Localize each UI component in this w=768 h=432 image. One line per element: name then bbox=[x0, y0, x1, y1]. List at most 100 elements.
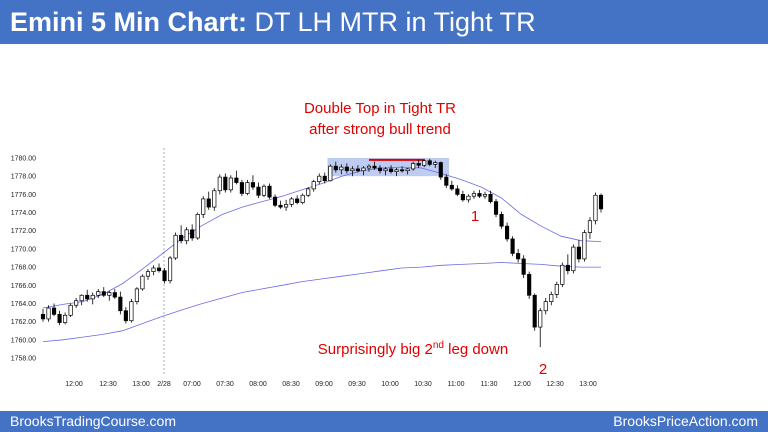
candle bbox=[239, 179, 244, 197]
candle bbox=[549, 291, 554, 306]
x-tick-label: 08:30 bbox=[282, 381, 300, 388]
candle-body-bull bbox=[289, 198, 294, 205]
candle bbox=[162, 268, 167, 284]
candle-body-bull bbox=[134, 288, 139, 302]
candle-body-bear bbox=[179, 234, 184, 242]
title-rest: DT LH MTR in Tight TR bbox=[247, 6, 536, 37]
candle-body-bear bbox=[455, 188, 460, 195]
candle-body-bear bbox=[565, 264, 570, 272]
candle bbox=[405, 168, 410, 175]
candle-body-bull bbox=[74, 300, 79, 306]
candle-body-bull bbox=[411, 163, 416, 170]
candle bbox=[74, 298, 79, 308]
candle-body-bear bbox=[267, 185, 272, 198]
candle bbox=[582, 229, 587, 262]
annotation-second-leg-prefix: Surprisingly big 2 bbox=[318, 341, 433, 358]
candle-body-bull bbox=[582, 232, 587, 260]
candle-body-bull bbox=[168, 257, 173, 282]
candle bbox=[576, 239, 581, 263]
axes-layer: 1758.00 1760.00 1762.00 1764.00 1766.00 1768.… bbox=[11, 148, 597, 388]
candle bbox=[234, 170, 239, 185]
candle bbox=[477, 189, 482, 198]
y-tick-label: 1780.00 bbox=[11, 156, 36, 163]
candle-body-bear bbox=[377, 167, 383, 172]
candle-body-bull bbox=[300, 194, 305, 203]
candle-body-bear bbox=[190, 229, 195, 239]
candle-body-bear bbox=[156, 267, 162, 272]
candle-body-bull bbox=[433, 162, 438, 165]
candle bbox=[388, 165, 394, 174]
candle bbox=[411, 161, 416, 171]
candle-body-bull bbox=[68, 304, 73, 316]
candle-body-bull bbox=[96, 291, 101, 296]
y-tick-label: 1770.00 bbox=[11, 246, 36, 253]
candle bbox=[366, 164, 372, 172]
candle-body-bull bbox=[543, 301, 548, 312]
candle-body-bull bbox=[350, 168, 355, 172]
candle bbox=[482, 191, 488, 199]
candle bbox=[438, 161, 443, 180]
candle bbox=[328, 164, 333, 182]
candle-body-bear bbox=[250, 182, 256, 188]
candle bbox=[90, 292, 95, 305]
candle-body-bull bbox=[538, 310, 543, 328]
ema-line bbox=[42, 166, 602, 309]
candlestick-chart: 1758.00 1760.00 1762.00 1764.00 1766.00 1768.… bbox=[11, 100, 604, 388]
candle bbox=[593, 192, 598, 225]
candle bbox=[372, 161, 377, 170]
candle bbox=[96, 288, 101, 298]
candle-body-bull bbox=[328, 165, 333, 182]
candle-body-bull bbox=[366, 165, 372, 169]
candle bbox=[140, 274, 145, 291]
candle-body-bull bbox=[79, 294, 84, 302]
annotation-second-leg-suffix: leg down bbox=[444, 341, 508, 358]
candle bbox=[278, 200, 283, 209]
candle-body-bear bbox=[427, 160, 432, 165]
candle-body-bear bbox=[516, 253, 521, 260]
candle bbox=[173, 232, 178, 260]
candle-body-bull bbox=[554, 284, 559, 295]
candle-body-bull bbox=[228, 177, 233, 191]
candle bbox=[460, 190, 465, 202]
candle-body-bear bbox=[112, 292, 117, 298]
candle bbox=[333, 161, 338, 173]
candle bbox=[101, 287, 106, 298]
candle-body-bear bbox=[295, 198, 300, 203]
moving-average-layer bbox=[42, 166, 602, 342]
candle bbox=[250, 175, 256, 190]
x-tick-label: 09:00 bbox=[315, 381, 333, 388]
candle bbox=[168, 256, 173, 284]
candle bbox=[272, 194, 278, 208]
footer-right-link[interactable]: BrooksPriceAction.com bbox=[613, 413, 758, 429]
x-tick-label: 11:00 bbox=[448, 381, 465, 388]
candle-body-bear bbox=[521, 258, 526, 275]
footer-left-link[interactable]: BrooksTradingCourse.com bbox=[10, 413, 176, 429]
y-tick-label: 1762.00 bbox=[11, 319, 36, 326]
x-tick-label: 10:30 bbox=[414, 381, 432, 388]
candle bbox=[527, 271, 532, 299]
candle bbox=[344, 163, 349, 174]
candle-body-bear bbox=[57, 314, 62, 323]
candle-body-bear bbox=[532, 294, 537, 328]
candles-layer bbox=[40, 158, 604, 348]
annotation-leg-2: 2 bbox=[539, 361, 547, 378]
candle bbox=[587, 217, 593, 239]
candle-body-bear bbox=[278, 204, 283, 208]
candle-body-bull bbox=[482, 194, 488, 197]
candle-body-bull bbox=[317, 175, 322, 182]
candle-body-bull bbox=[284, 204, 289, 208]
candle bbox=[184, 227, 189, 245]
candle bbox=[383, 167, 388, 176]
candle-body-bull bbox=[173, 234, 178, 259]
candle bbox=[129, 298, 134, 323]
candle-body-bear bbox=[322, 175, 327, 182]
candle bbox=[466, 194, 471, 203]
candle-body-bear bbox=[527, 274, 532, 296]
candle-body-bull bbox=[361, 167, 366, 172]
candle-body-bull bbox=[549, 294, 554, 302]
candle-body-bear bbox=[85, 294, 90, 300]
candle-body-bull bbox=[261, 185, 267, 196]
x-tick-label: 07:00 bbox=[183, 381, 201, 388]
candle-body-bull bbox=[195, 214, 200, 239]
candle-body-bull bbox=[593, 194, 598, 222]
